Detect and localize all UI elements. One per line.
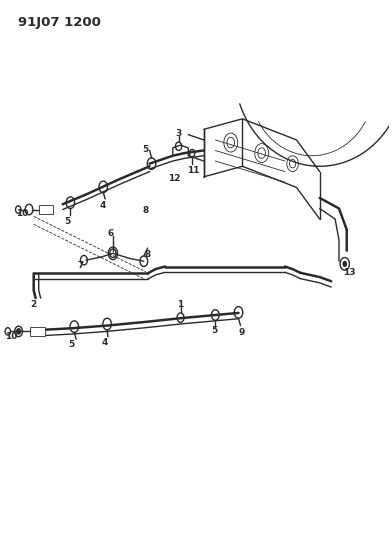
- Text: 12: 12: [168, 174, 180, 183]
- Text: 6: 6: [107, 229, 113, 238]
- Text: 8: 8: [145, 250, 151, 259]
- Text: 3: 3: [176, 129, 182, 138]
- Bar: [40, 205, 53, 214]
- Text: 10: 10: [16, 209, 28, 218]
- Text: 9: 9: [238, 328, 245, 337]
- Text: 4: 4: [99, 201, 106, 210]
- Text: 10: 10: [5, 332, 18, 341]
- Text: 11: 11: [187, 166, 199, 175]
- Text: 7: 7: [77, 261, 83, 270]
- Text: 5: 5: [142, 145, 148, 154]
- Circle shape: [17, 329, 20, 334]
- Text: 5: 5: [69, 340, 75, 349]
- Circle shape: [343, 261, 347, 267]
- Text: 5: 5: [211, 326, 218, 335]
- Text: 8: 8: [143, 206, 149, 215]
- Bar: [30, 327, 45, 336]
- Text: 13: 13: [343, 268, 356, 277]
- Text: 2: 2: [30, 300, 36, 309]
- Text: 91J07 1200: 91J07 1200: [18, 17, 101, 29]
- Text: 1: 1: [178, 300, 184, 309]
- Text: 4: 4: [102, 338, 108, 348]
- Text: 5: 5: [65, 216, 71, 225]
